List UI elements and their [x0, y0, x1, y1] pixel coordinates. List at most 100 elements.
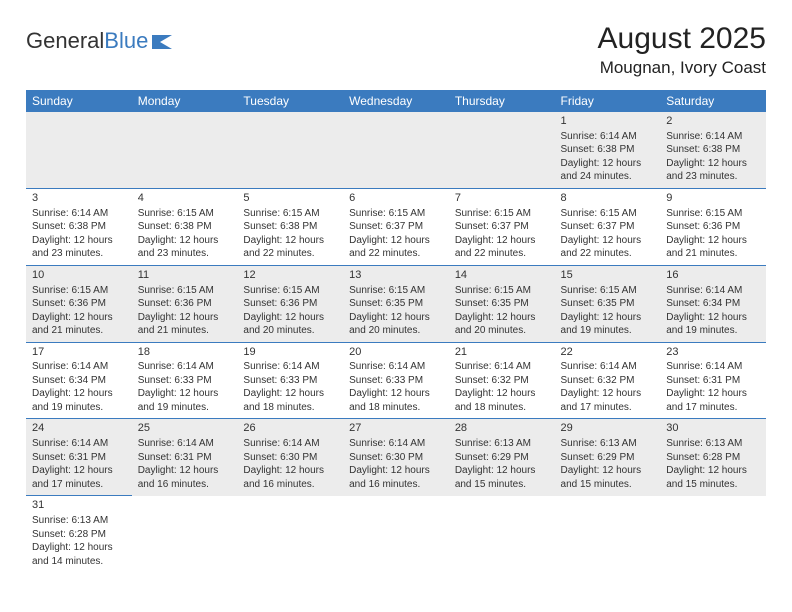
- day-number: 31: [32, 498, 126, 513]
- day-number: 18: [138, 345, 232, 360]
- day-detail: Daylight: 12 hours: [561, 464, 655, 478]
- day-detail: Sunrise: 6:14 AM: [138, 360, 232, 374]
- day-number: 1: [561, 114, 655, 129]
- day-detail: Sunset: 6:34 PM: [666, 297, 760, 311]
- calendar-table: Sunday Monday Tuesday Wednesday Thursday…: [26, 90, 766, 572]
- day-detail: and 23 minutes.: [32, 247, 126, 261]
- location: Mougnan, Ivory Coast: [598, 58, 766, 78]
- day-detail: Daylight: 12 hours: [666, 234, 760, 248]
- day-number: 14: [455, 268, 549, 283]
- calendar-week-row: 1Sunrise: 6:14 AMSunset: 6:38 PMDaylight…: [26, 112, 766, 188]
- day-detail: Sunrise: 6:14 AM: [32, 207, 126, 221]
- day-detail: Sunrise: 6:13 AM: [32, 514, 126, 528]
- day-detail: Sunrise: 6:15 AM: [138, 207, 232, 221]
- day-detail: and 22 minutes.: [243, 247, 337, 261]
- day-number: 22: [561, 345, 655, 360]
- day-detail: Sunrise: 6:14 AM: [32, 360, 126, 374]
- calendar-cell: 12Sunrise: 6:15 AMSunset: 6:36 PMDayligh…: [237, 265, 343, 342]
- day-detail: Sunset: 6:37 PM: [455, 220, 549, 234]
- calendar-cell: 10Sunrise: 6:15 AMSunset: 6:36 PMDayligh…: [26, 265, 132, 342]
- calendar-cell: 28Sunrise: 6:13 AMSunset: 6:29 PMDayligh…: [449, 419, 555, 496]
- day-detail: and 22 minutes.: [349, 247, 443, 261]
- day-detail: Sunrise: 6:14 AM: [561, 130, 655, 144]
- calendar-cell: [660, 496, 766, 572]
- calendar-cell: 20Sunrise: 6:14 AMSunset: 6:33 PMDayligh…: [343, 342, 449, 419]
- day-detail: Daylight: 12 hours: [32, 541, 126, 555]
- day-detail: and 23 minutes.: [138, 247, 232, 261]
- day-number: 17: [32, 345, 126, 360]
- day-detail: Sunset: 6:36 PM: [32, 297, 126, 311]
- day-detail: Sunset: 6:36 PM: [666, 220, 760, 234]
- calendar-cell: 3Sunrise: 6:14 AMSunset: 6:38 PMDaylight…: [26, 188, 132, 265]
- calendar-cell: 2Sunrise: 6:14 AMSunset: 6:38 PMDaylight…: [660, 112, 766, 188]
- day-detail: Sunrise: 6:14 AM: [561, 360, 655, 374]
- day-detail: and 15 minutes.: [666, 478, 760, 492]
- day-number: 20: [349, 345, 443, 360]
- day-detail: Sunset: 6:35 PM: [561, 297, 655, 311]
- day-detail: Sunset: 6:33 PM: [138, 374, 232, 388]
- calendar-cell: 6Sunrise: 6:15 AMSunset: 6:37 PMDaylight…: [343, 188, 449, 265]
- day-detail: and 19 minutes.: [666, 324, 760, 338]
- day-number: 13: [349, 268, 443, 283]
- day-number: 8: [561, 191, 655, 206]
- day-detail: Sunrise: 6:14 AM: [666, 284, 760, 298]
- calendar-cell: 22Sunrise: 6:14 AMSunset: 6:32 PMDayligh…: [555, 342, 661, 419]
- day-detail: and 22 minutes.: [561, 247, 655, 261]
- day-detail: Sunset: 6:35 PM: [455, 297, 549, 311]
- day-detail: and 15 minutes.: [561, 478, 655, 492]
- calendar-cell: [449, 496, 555, 572]
- day-detail: Sunset: 6:37 PM: [561, 220, 655, 234]
- day-detail: and 17 minutes.: [561, 401, 655, 415]
- day-header: Saturday: [660, 90, 766, 112]
- day-detail: Sunset: 6:30 PM: [349, 451, 443, 465]
- day-detail: Daylight: 12 hours: [349, 464, 443, 478]
- day-detail: Daylight: 12 hours: [138, 234, 232, 248]
- day-detail: Daylight: 12 hours: [666, 464, 760, 478]
- day-detail: Daylight: 12 hours: [32, 464, 126, 478]
- day-header: Friday: [555, 90, 661, 112]
- calendar-cell: 9Sunrise: 6:15 AMSunset: 6:36 PMDaylight…: [660, 188, 766, 265]
- day-detail: Daylight: 12 hours: [455, 387, 549, 401]
- day-number: 21: [455, 345, 549, 360]
- calendar-page: GeneralBlue August 2025 Mougnan, Ivory C…: [0, 0, 792, 582]
- calendar-cell: 26Sunrise: 6:14 AMSunset: 6:30 PMDayligh…: [237, 419, 343, 496]
- day-detail: Daylight: 12 hours: [243, 464, 337, 478]
- day-detail: Sunrise: 6:14 AM: [138, 437, 232, 451]
- day-detail: Sunset: 6:33 PM: [349, 374, 443, 388]
- calendar-cell: [26, 112, 132, 188]
- day-detail: and 17 minutes.: [32, 478, 126, 492]
- day-number: 30: [666, 421, 760, 436]
- day-detail: and 18 minutes.: [455, 401, 549, 415]
- calendar-cell: 8Sunrise: 6:15 AMSunset: 6:37 PMDaylight…: [555, 188, 661, 265]
- day-detail: Daylight: 12 hours: [349, 311, 443, 325]
- day-detail: Sunrise: 6:15 AM: [455, 284, 549, 298]
- day-detail: Sunset: 6:28 PM: [666, 451, 760, 465]
- day-detail: Sunset: 6:29 PM: [561, 451, 655, 465]
- calendar-cell: 30Sunrise: 6:13 AMSunset: 6:28 PMDayligh…: [660, 419, 766, 496]
- day-number: 16: [666, 268, 760, 283]
- day-detail: Sunrise: 6:15 AM: [666, 207, 760, 221]
- day-detail: Daylight: 12 hours: [349, 234, 443, 248]
- day-detail: Daylight: 12 hours: [138, 311, 232, 325]
- calendar-cell: 25Sunrise: 6:14 AMSunset: 6:31 PMDayligh…: [132, 419, 238, 496]
- day-detail: and 16 minutes.: [138, 478, 232, 492]
- day-number: 28: [455, 421, 549, 436]
- day-detail: Daylight: 12 hours: [138, 464, 232, 478]
- calendar-cell: [237, 496, 343, 572]
- calendar-cell: 15Sunrise: 6:15 AMSunset: 6:35 PMDayligh…: [555, 265, 661, 342]
- day-number: 24: [32, 421, 126, 436]
- day-detail: Daylight: 12 hours: [561, 311, 655, 325]
- calendar-cell: 7Sunrise: 6:15 AMSunset: 6:37 PMDaylight…: [449, 188, 555, 265]
- day-detail: Daylight: 12 hours: [349, 387, 443, 401]
- day-detail: and 18 minutes.: [349, 401, 443, 415]
- day-number: 3: [32, 191, 126, 206]
- month-title: August 2025: [598, 22, 766, 56]
- day-detail: and 16 minutes.: [243, 478, 337, 492]
- calendar-cell: 24Sunrise: 6:14 AMSunset: 6:31 PMDayligh…: [26, 419, 132, 496]
- day-header: Sunday: [26, 90, 132, 112]
- day-detail: Sunrise: 6:15 AM: [243, 207, 337, 221]
- calendar-cell: 5Sunrise: 6:15 AMSunset: 6:38 PMDaylight…: [237, 188, 343, 265]
- day-detail: and 24 minutes.: [561, 170, 655, 184]
- logo-flag-icon: [152, 33, 174, 49]
- calendar-cell: 11Sunrise: 6:15 AMSunset: 6:36 PMDayligh…: [132, 265, 238, 342]
